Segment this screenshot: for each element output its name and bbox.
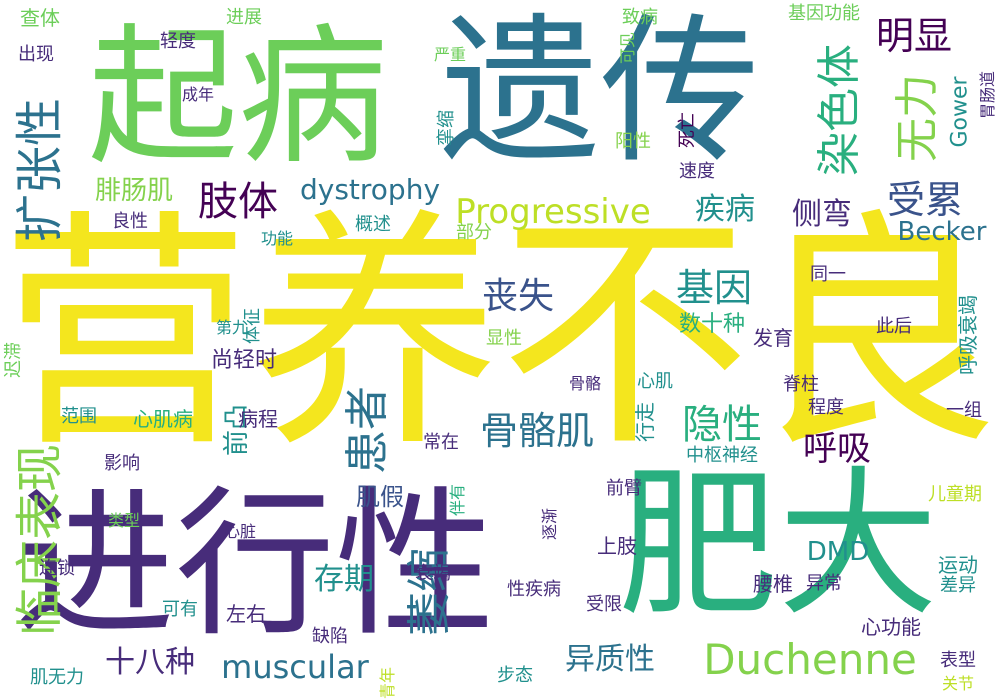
word-yizu: 一组 [946,400,982,421]
word-jibing: 疾病 [695,192,755,227]
word-xingongneng: 心功能 [861,615,921,639]
word-dystrophy: dystrophy [299,173,441,206]
word-tongyi: 同一 [810,264,846,285]
word-chuxian: 出现 [18,44,54,65]
word-leixing: 类型 [107,511,140,530]
word-dijiu: 第九 [215,318,248,337]
word-yinxing: 隐性 [682,402,762,448]
word-yangxing: 阳性 [615,131,651,152]
word-dmd: DMD [806,537,870,567]
word-huxishuaijie: 呼吸衰竭 [956,295,980,375]
word-mingxian: 明显 [875,14,952,58]
word-fayu: 发育 [753,326,793,350]
word-feida: 肥大 [617,451,938,638]
word-kuozhangxing: 扩张性 [12,97,69,243]
word-muscular: muscular [221,648,369,686]
word-chayi: 差异 [940,575,976,596]
word-zhiti: 肢体 [198,179,278,225]
word-jinzhan: 进展 [226,7,262,28]
word-jiwuli: 肌无力 [30,667,84,688]
word-wuli: 无力 [892,74,943,162]
word-weichangdao: 胃肠道 [977,70,997,120]
word-chengnian: 成年 [181,85,214,104]
word-biaoxing: 表型 [940,650,976,671]
word-cihou: 此后 [876,316,912,337]
word-zhongshushenjing: 中枢神经 [686,445,758,466]
word-weisuo: 萎缩 [404,548,455,636]
word-yingxiang: 影响 [104,453,140,474]
word-gower: Gower [948,76,973,148]
word-xinzang: 心脏 [223,522,256,541]
word-yaozhui: 腰椎 [753,572,793,596]
word-sudu: 速度 [679,161,715,182]
word-jiyin: 基因 [675,266,752,310]
word-yingyangbuliang: 营养不良 [0,189,1000,480]
word-shangqingshi: 尚轻时 [210,348,277,373]
word-shushizhong: 数十种 [678,312,745,337]
word-xingzou: 行走 [633,402,657,442]
word-shibazhong: 十八种 [105,645,195,680]
word-gaishu: 概述 [355,214,391,235]
word-butai: 步态 [497,665,533,686]
word-zuoyou: 左右 [226,602,266,626]
word-huanzhe: 患者 [342,386,393,474]
word-qingnian: 青年 [377,666,397,700]
word-gugeji: 骨骼肌 [479,409,594,453]
word-yundong: 运动 [938,553,978,577]
word-chati: 查体 [20,6,60,30]
word-bingcheng: 病程 [238,407,278,431]
word-kejian: 可见 [617,31,637,65]
word-cunqi: 存期 [314,562,374,597]
word-banyou: 伴有 [447,483,467,517]
word-ertongqi: 儿童期 [928,484,982,505]
word-shouxian: 受限 [586,594,622,615]
word-shangzhi: 上肢 [597,534,637,558]
word-feichangji: 腓肠肌 [94,176,173,206]
word-guanjie: 关节 [941,674,974,693]
word-jizhu: 脊柱 [783,374,819,395]
word-chengdu: 程度 [808,397,844,418]
word-becker: Becker [897,217,987,247]
word-qibing: 起病 [87,11,388,185]
word-jijia: 肌假 [356,483,404,511]
word-liansuo: 连锁 [39,558,75,579]
word-xinji: 心肌 [637,371,673,392]
word-siwang: 死亡 [677,112,698,148]
word-huxi: 呼吸 [803,429,871,469]
word-duchenne: Duchenne [703,635,917,684]
word-progressive: Progressive [455,192,651,232]
word-ransheti: 染色体 [814,44,865,176]
word-cewan: 侧弯 [792,197,852,232]
word-xingjibing: 性疾病 [507,579,561,600]
word-zhibing: 致病 [622,7,658,28]
word-yichang: 异常 [806,573,842,594]
word-linchuangbiaoxian: 临床表现 [12,443,69,637]
word-changzai: 常在 [423,432,459,453]
word-chizhi: 迟滞 [3,342,24,378]
word-yichuan: 遗传 [439,0,760,185]
word-quexian: 缺陷 [312,626,348,647]
word-liangxing: 良性 [112,211,148,232]
word-jinxingxing: 进行性 [14,471,495,658]
word-xinjibing: 心肌病 [133,407,193,431]
word-shoulei: 受累 [886,178,963,222]
word-luansuo: 挛缩 [436,110,457,146]
word-xianxing: 显性 [486,328,522,349]
word-sangshi: 丧失 [481,276,554,317]
word-jiyingongneng: 基因功能 [788,3,860,24]
word-bufen: 部分 [456,222,492,243]
word-guge: 骨骼 [568,374,601,393]
word-shuaijie: 衰竭 [415,563,451,584]
word-keyou: 可有 [162,599,198,620]
word-fanwei: 范围 [61,406,97,427]
word-gongneng: 功能 [260,229,293,248]
word-qingdu: 轻度 [160,31,196,52]
word-zhujian: 逐渐 [539,507,559,541]
word-yanzhong: 严重 [433,45,466,64]
word-yizhixing: 异质性 [565,642,655,677]
word-qianbi: 前臂 [606,478,642,499]
